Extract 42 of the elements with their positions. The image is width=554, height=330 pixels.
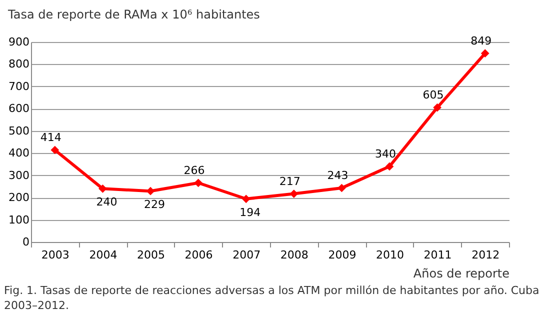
x-tick-label: 2010 [376,248,404,262]
y-tick-label: 400 [8,146,30,160]
point [242,194,250,204]
x-tick-label: 2009 [328,248,356,262]
point [194,178,202,188]
x-tick-label: 2011 [424,248,452,262]
data-label: 340 [375,147,396,160]
y-tick-label: 500 [8,124,30,138]
point [385,162,394,171]
x-tick-label: 2006 [184,248,213,262]
y-axis-title: Tasa de reporte de RAMa x 10⁶ habitantes [7,7,260,22]
data-label: 229 [144,198,165,212]
data-label: 414 [40,131,62,144]
y-tick-label: 700 [8,80,30,93]
data-label: 243 [327,169,348,182]
y-tick-label: 100 [8,213,30,226]
point [338,184,346,192]
x-tick-label: 2012 [472,248,500,262]
point [98,184,107,193]
point [433,103,442,112]
y-tick-label: 0 [22,236,30,248]
y-tick-label: 300 [8,168,30,182]
y-tick-label: 800 [8,58,30,71]
x-tick-label: 2008 [280,248,308,262]
point [480,49,490,58]
data-label: 849 [470,34,492,48]
x-tick-label: 2007 [232,248,261,262]
y-tick-label: 900 [8,36,30,48]
data-label: 605 [422,88,444,102]
x-tick-label: 2004 [89,248,118,262]
x-tick-label: 2003 [41,248,70,262]
data-label: 240 [96,196,118,209]
caption: Fig. 1. Tasas de reporte de reacciones adversas a los ATM por millón de habitantes por año. Cuba 2003–2012. [3,283,540,313]
data-label: 217 [279,174,300,188]
y-tick-label: 600 [8,102,30,116]
data-label: 266 [184,164,205,177]
data-label: 194 [240,206,261,219]
point [50,146,60,154]
x-axis-title: Años de reporte [413,266,510,280]
point [290,190,298,198]
y-tick-label: 200 [8,191,30,204]
x-tick-label: 2005 [137,248,165,262]
